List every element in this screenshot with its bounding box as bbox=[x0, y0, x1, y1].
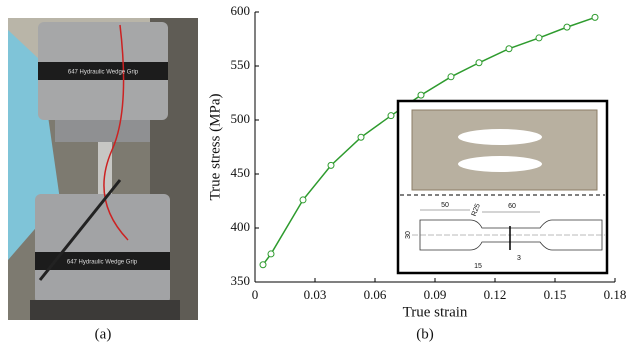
data-point bbox=[591, 13, 599, 21]
photo-label: 647 Hydraulic Wedge Grip bbox=[68, 70, 139, 76]
x-axis-label: True strain bbox=[403, 304, 468, 320]
dimension: 50 bbox=[441, 202, 449, 209]
y-axis-label: True stress (MPa) bbox=[207, 94, 223, 201]
x-tick-label: 0.18 bbox=[604, 287, 627, 302]
dimension: 3 bbox=[517, 255, 521, 262]
y-tick-label: 400 bbox=[231, 219, 251, 234]
x-tick-label: 0.09 bbox=[424, 287, 447, 302]
y-tick-label: 350 bbox=[231, 273, 251, 288]
caption: (b) bbox=[416, 326, 434, 342]
dimension: 60 bbox=[508, 203, 516, 210]
x-tick-label: 0.15 bbox=[544, 287, 567, 302]
y-tick-label: 600 bbox=[231, 3, 251, 18]
inset: 50 60 R25 30 15 3 bbox=[396, 99, 609, 275]
x-tick-label: 0.06 bbox=[364, 287, 387, 302]
dimension: 30 bbox=[405, 231, 412, 239]
data-point bbox=[357, 133, 365, 141]
data-point bbox=[417, 91, 425, 99]
y-tick-label: 500 bbox=[231, 111, 251, 126]
x-tick-label: 0.12 bbox=[484, 287, 507, 302]
caption: (a) bbox=[95, 326, 112, 342]
dimension: R25 bbox=[471, 203, 482, 218]
y-tick-label: 550 bbox=[231, 57, 251, 72]
x-tick-label: 0 bbox=[252, 287, 259, 302]
data-point bbox=[563, 23, 571, 31]
y-tick-label: 450 bbox=[231, 165, 251, 180]
data-point bbox=[259, 261, 267, 269]
data-point bbox=[299, 196, 307, 204]
data-point bbox=[267, 250, 275, 258]
data-point bbox=[505, 45, 513, 53]
data-point bbox=[327, 161, 335, 169]
dimension: 15 bbox=[474, 263, 482, 270]
data-point bbox=[387, 112, 395, 120]
data-point bbox=[447, 73, 455, 81]
data-point bbox=[535, 34, 543, 42]
photo-label: 647 Hydraulic Wedge Grip bbox=[67, 260, 138, 266]
x-tick-label: 0.03 bbox=[304, 287, 327, 302]
photo: 647 Hydraulic Wedge Grip 647 Hydraulic W… bbox=[8, 18, 198, 320]
data-point bbox=[475, 59, 483, 67]
